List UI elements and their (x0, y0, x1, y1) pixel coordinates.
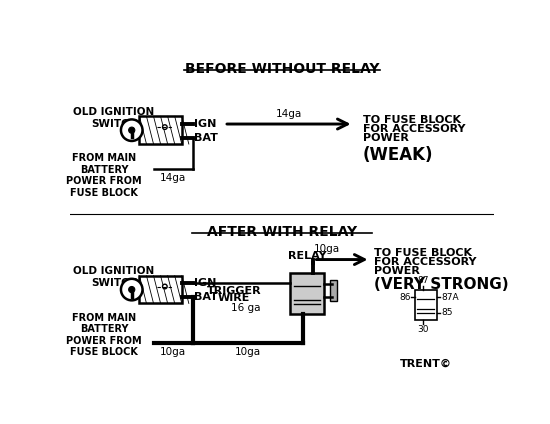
Text: BEFORE WITHOUT RELAY: BEFORE WITHOUT RELAY (185, 61, 379, 75)
Text: WIRE: WIRE (218, 293, 250, 304)
Bar (290, 273, 324, 314)
Text: 10ga: 10ga (314, 244, 339, 254)
Text: POWER: POWER (375, 266, 420, 276)
Text: 14ga: 14ga (276, 109, 302, 119)
Text: 87: 87 (417, 276, 428, 285)
Text: 86: 86 (399, 293, 410, 302)
Text: 14ga: 14ga (160, 173, 186, 183)
Text: RELAY: RELAY (288, 251, 327, 261)
Text: 85: 85 (441, 308, 453, 317)
Circle shape (121, 279, 142, 300)
Circle shape (121, 120, 142, 141)
Text: TRENT©: TRENT© (400, 359, 452, 369)
Text: FROM MAIN
BATTERY
POWER FROM
FUSE BLOCK: FROM MAIN BATTERY POWER FROM FUSE BLOCK (66, 153, 142, 198)
Text: OLD IGNITION
SWITCH: OLD IGNITION SWITCH (73, 107, 155, 129)
Circle shape (129, 127, 135, 133)
Text: BAT: BAT (194, 292, 218, 302)
Text: (WEAK): (WEAK) (363, 145, 433, 164)
Text: BAT: BAT (194, 133, 218, 143)
Text: (VERY STRONG): (VERY STRONG) (375, 277, 509, 292)
Text: FOR ACCESSORY: FOR ACCESSORY (363, 124, 465, 134)
Bar (331, 279, 337, 301)
Text: AFTER WITH RELAY: AFTER WITH RELAY (207, 225, 357, 239)
Text: TO FUSE BLOCK: TO FUSE BLOCK (363, 115, 461, 125)
Bar (140, 276, 182, 304)
Text: 10ga: 10ga (160, 347, 186, 357)
Text: 16 ga: 16 ga (230, 303, 260, 312)
Circle shape (129, 287, 135, 293)
Text: OLD IGNITION
SWITCH: OLD IGNITION SWITCH (73, 266, 155, 288)
Text: 87A: 87A (441, 293, 459, 302)
Text: FOR ACCESSORY: FOR ACCESSORY (375, 257, 477, 267)
Bar (415, 290, 437, 321)
Bar (140, 116, 182, 144)
Text: IGN: IGN (194, 119, 217, 129)
Text: 30: 30 (417, 325, 428, 334)
Text: FROM MAIN
BATTERY
POWER FROM
FUSE BLOCK: FROM MAIN BATTERY POWER FROM FUSE BLOCK (66, 312, 142, 357)
Circle shape (163, 284, 167, 289)
Text: TO FUSE BLOCK: TO FUSE BLOCK (375, 248, 472, 258)
Circle shape (163, 125, 167, 129)
Text: TRIGGER: TRIGGER (206, 286, 261, 296)
Text: POWER: POWER (363, 133, 409, 143)
Text: 10ga: 10ga (235, 347, 261, 357)
Text: IGN: IGN (194, 279, 217, 288)
